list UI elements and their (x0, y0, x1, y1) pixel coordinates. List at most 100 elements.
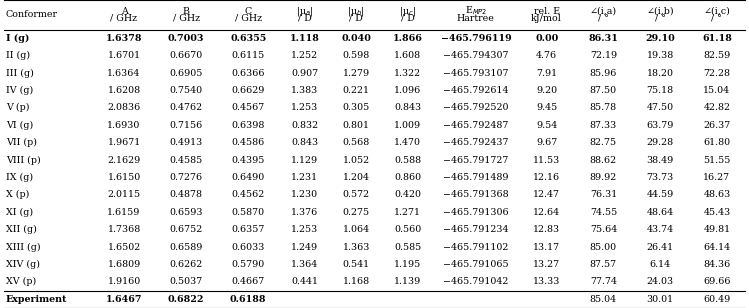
Text: 0.6905: 0.6905 (169, 69, 203, 78)
Text: −465.794307: −465.794307 (443, 51, 509, 60)
Text: 0.4586: 0.4586 (231, 138, 264, 147)
Text: 19.38: 19.38 (646, 51, 674, 60)
Text: 13.17: 13.17 (533, 243, 560, 252)
Text: 1.376: 1.376 (291, 208, 318, 217)
Text: 44.59: 44.59 (646, 190, 674, 199)
Text: 1.6467: 1.6467 (106, 295, 142, 304)
Text: −465.791042: −465.791042 (443, 278, 509, 286)
Text: 1.9671: 1.9671 (107, 138, 141, 147)
Text: V (p): V (p) (6, 103, 29, 112)
Text: 72.19: 72.19 (589, 51, 617, 60)
Text: 1.096: 1.096 (394, 86, 422, 95)
Text: X (p): X (p) (6, 190, 29, 200)
Text: −465.791234: −465.791234 (443, 225, 509, 234)
Text: −465.792437: −465.792437 (443, 138, 509, 147)
Text: 1.279: 1.279 (343, 69, 370, 78)
Text: 1.139: 1.139 (394, 278, 422, 286)
Text: 0.907: 0.907 (291, 69, 318, 78)
Text: Hartree: Hartree (457, 14, 495, 23)
Text: 26.37: 26.37 (703, 121, 730, 130)
Text: E$_{MP2}$: E$_{MP2}$ (464, 5, 487, 17)
Text: 1.195: 1.195 (394, 260, 422, 269)
Text: 60.49: 60.49 (703, 295, 730, 304)
Text: 7.91: 7.91 (536, 69, 557, 78)
Text: 12.16: 12.16 (533, 173, 560, 182)
Text: 0.4913: 0.4913 (169, 138, 203, 147)
Text: 0.585: 0.585 (394, 243, 422, 252)
Text: −465.791368: −465.791368 (443, 190, 509, 199)
Text: 1.249: 1.249 (291, 243, 318, 252)
Text: 1.009: 1.009 (394, 121, 422, 130)
Text: 85.04: 85.04 (589, 295, 617, 304)
Text: 0.560: 0.560 (394, 225, 422, 234)
Text: 2.0836: 2.0836 (107, 103, 141, 112)
Text: XI (g): XI (g) (6, 208, 33, 217)
Text: 1.231: 1.231 (291, 173, 318, 182)
Text: 87.50: 87.50 (589, 86, 617, 95)
Text: 0.7003: 0.7003 (168, 34, 204, 43)
Text: 18.20: 18.20 (646, 69, 673, 78)
Text: 85.78: 85.78 (589, 103, 617, 112)
Text: 0.598: 0.598 (343, 51, 370, 60)
Text: 0.6398: 0.6398 (231, 121, 265, 130)
Text: 0.843: 0.843 (394, 103, 422, 112)
Text: 0.6188: 0.6188 (230, 295, 267, 304)
Text: 13.27: 13.27 (533, 260, 560, 269)
Text: XIV (g): XIV (g) (6, 260, 40, 269)
Text: 0.275: 0.275 (343, 208, 370, 217)
Text: 0.4395: 0.4395 (231, 156, 265, 164)
Text: 0.4585: 0.4585 (169, 156, 203, 164)
Text: 48.64: 48.64 (646, 208, 673, 217)
Text: 24.03: 24.03 (646, 278, 673, 286)
Text: 4.76: 4.76 (536, 51, 557, 60)
Text: III (g): III (g) (6, 68, 34, 78)
Text: 1.6208: 1.6208 (108, 86, 141, 95)
Text: 69.66: 69.66 (703, 278, 730, 286)
Text: 0.6752: 0.6752 (169, 225, 203, 234)
Text: 1.470: 1.470 (394, 138, 421, 147)
Text: 1.129: 1.129 (291, 156, 318, 164)
Text: 47.50: 47.50 (646, 103, 673, 112)
Text: 0.6115: 0.6115 (231, 51, 264, 60)
Text: 1.253: 1.253 (291, 103, 318, 112)
Text: 42.82: 42.82 (703, 103, 730, 112)
Text: −465.792614: −465.792614 (443, 86, 509, 95)
Text: 6.14: 6.14 (649, 260, 670, 269)
Text: 82.75: 82.75 (589, 138, 617, 147)
Text: XII (g): XII (g) (6, 225, 37, 234)
Text: / GHz: / GHz (111, 14, 138, 23)
Text: B: B (183, 6, 189, 16)
Text: −465.791065: −465.791065 (443, 260, 509, 269)
Text: |μ$_a$|: |μ$_a$| (296, 5, 314, 18)
Text: 30.01: 30.01 (646, 295, 673, 304)
Text: 0.6822: 0.6822 (168, 295, 204, 304)
Text: Experiment: Experiment (6, 295, 67, 304)
Text: 1.364: 1.364 (291, 260, 318, 269)
Text: 0.568: 0.568 (343, 138, 370, 147)
Text: 1.118: 1.118 (290, 34, 320, 43)
Text: 15.04: 15.04 (703, 86, 730, 95)
Text: 13.33: 13.33 (533, 278, 560, 286)
Text: VI (g): VI (g) (6, 121, 33, 130)
Text: 1.363: 1.363 (342, 243, 370, 252)
Text: XV (p): XV (p) (6, 277, 36, 286)
Text: 0.7276: 0.7276 (169, 173, 203, 182)
Text: II (g): II (g) (6, 51, 30, 60)
Text: C: C (244, 6, 252, 16)
Text: 0.5790: 0.5790 (231, 260, 264, 269)
Text: −465.791306: −465.791306 (443, 208, 509, 217)
Text: 0.860: 0.860 (394, 173, 422, 182)
Text: 0.305: 0.305 (343, 103, 370, 112)
Text: 0.6033: 0.6033 (231, 243, 265, 252)
Text: 29.28: 29.28 (646, 138, 673, 147)
Text: 12.47: 12.47 (533, 190, 560, 199)
Text: 87.57: 87.57 (589, 260, 617, 269)
Text: 0.6593: 0.6593 (169, 208, 203, 217)
Text: 0.6629: 0.6629 (231, 86, 265, 95)
Text: 73.73: 73.73 (646, 173, 674, 182)
Text: 0.040: 0.040 (342, 34, 372, 43)
Text: 51.55: 51.55 (703, 156, 730, 164)
Text: 9.20: 9.20 (536, 86, 557, 95)
Text: 9.45: 9.45 (536, 103, 557, 112)
Text: 0.7540: 0.7540 (169, 86, 203, 95)
